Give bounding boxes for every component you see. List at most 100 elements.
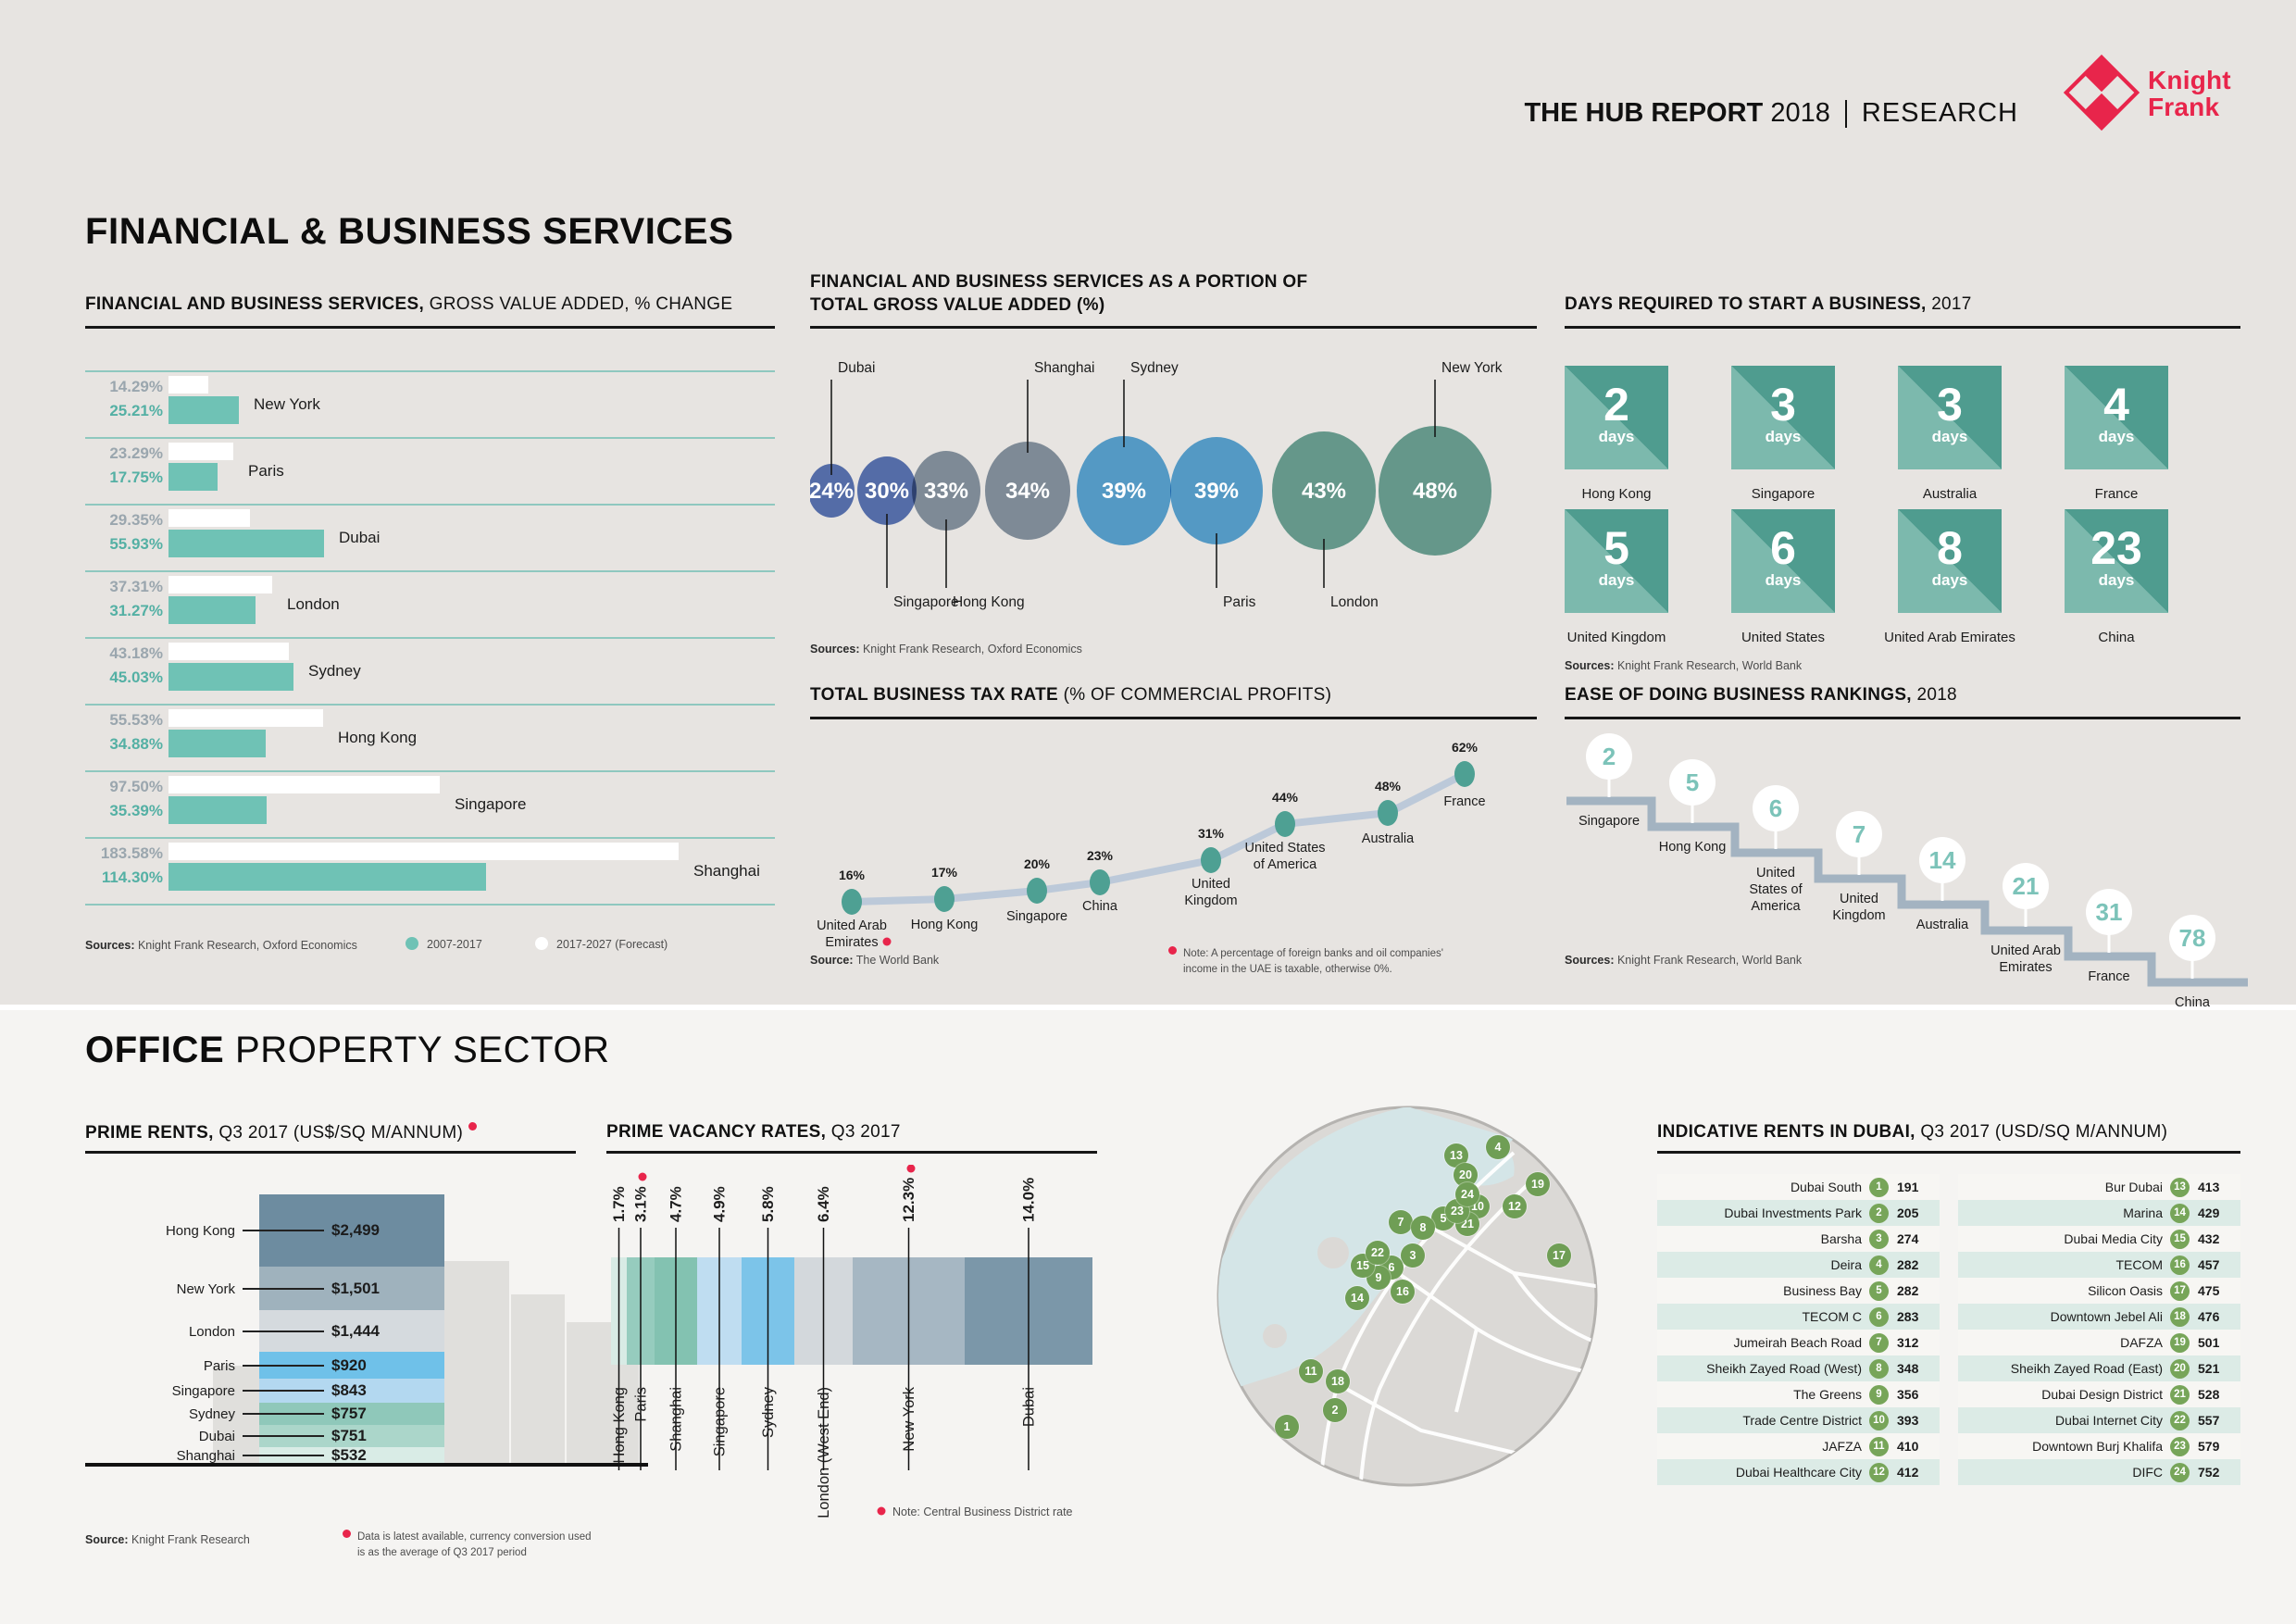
rent-city: Sydney bbox=[188, 1406, 235, 1422]
vacancy-value: 4.9% bbox=[711, 1186, 729, 1222]
map-marker: 7 bbox=[1389, 1210, 1413, 1234]
gva-legend-historic: 2007-2017 bbox=[406, 937, 482, 951]
rent-city: New York bbox=[176, 1281, 235, 1297]
gva-forecast-value: 183.58% bbox=[100, 844, 163, 862]
gva-city-label: Dubai bbox=[339, 529, 381, 546]
rent-value: $751 bbox=[331, 1427, 367, 1444]
header-research-label: RESEARCH bbox=[1861, 98, 2018, 128]
ease-country: America bbox=[1751, 899, 1801, 914]
tax-country: United States bbox=[1244, 841, 1325, 856]
tax-value: 62% bbox=[1452, 740, 1479, 755]
tax-chart-heading: TOTAL BUSINESS TAX RATE (% OF COMMERCIAL… bbox=[810, 685, 1332, 705]
rent-value: $757 bbox=[331, 1405, 367, 1422]
vacancy-city: London (West End) bbox=[816, 1387, 832, 1518]
map-palm-island bbox=[1263, 1324, 1287, 1348]
days-tile: 23 days bbox=[2065, 509, 2168, 613]
ease-step-chart: 2 5 6 7 14 21 31 78 Singapore Hong Kong … bbox=[1566, 733, 2248, 1010]
table-row: Downtown Jebel Ali 18 476 bbox=[1958, 1304, 2240, 1330]
days-tile: 5 days bbox=[1565, 509, 1668, 613]
gva-forecast-bar bbox=[168, 709, 323, 727]
ease-sources: Sources: Knight Frank Research, World Ba… bbox=[1565, 954, 1803, 967]
note-dot-icon bbox=[343, 1530, 351, 1538]
ease-country: United bbox=[1756, 866, 1795, 881]
gva-city-label: Hong Kong bbox=[338, 729, 418, 746]
gva-city-label: Shanghai bbox=[693, 862, 760, 880]
rent-connector bbox=[243, 1455, 324, 1456]
table-row: Jumeirah Beach Road 7 312 bbox=[1657, 1330, 1940, 1355]
rents-heading: PRIME RENTS, Q3 2017 (US$/SQ M/ANNUM) bbox=[85, 1122, 483, 1143]
tax-country: Kingdom bbox=[1184, 893, 1237, 908]
portion-bubble-chart: 24% 30% 33% 34% 39% 39% 43% 48% Dubai Sh… bbox=[810, 360, 1503, 610]
vacancy-city: Hong Kong bbox=[611, 1387, 628, 1464]
bubble-city-label: New York bbox=[1441, 360, 1503, 376]
table-row: Deira 4 282 bbox=[1657, 1252, 1940, 1278]
days-chart-heading: DAYS REQUIRED TO START A BUSINESS, 2017 bbox=[1565, 294, 1972, 314]
ease-country: France bbox=[2088, 969, 2129, 984]
tax-country: of America bbox=[1254, 857, 1317, 872]
rents-baseline bbox=[85, 1463, 648, 1467]
ease-country: Australia bbox=[1916, 918, 1969, 932]
tax-source: Source: The World Bank bbox=[810, 954, 940, 967]
map-marker: 9 bbox=[1366, 1266, 1391, 1290]
days-country-label: Hong Kong bbox=[1581, 486, 1652, 502]
gva-legend-forecast: 2017-2027 (Forecast) bbox=[535, 937, 668, 951]
vacancy-heading: PRIME VACANCY RATES, Q3 2017 bbox=[606, 1122, 901, 1142]
report-title: THE HUB REPORT bbox=[1524, 98, 1764, 128]
bubble-pct: 34% bbox=[1005, 479, 1050, 504]
dubai-rents-table-left: Dubai South 1 191 Dubai Investments Park 2 2… bbox=[1657, 1174, 1940, 1485]
vacancy-city: New York bbox=[901, 1386, 917, 1451]
days-country-label: China bbox=[2098, 630, 2135, 645]
days-country-label: United Arab Emirates bbox=[1884, 630, 2015, 645]
rents-source: Source: Knight Frank Research bbox=[85, 1533, 250, 1546]
note-dot-icon bbox=[1168, 946, 1177, 955]
vacancy-value: 3.1% bbox=[632, 1186, 650, 1222]
map-marker: 12 bbox=[1503, 1194, 1527, 1218]
table-row: Dubai Design District 21 528 bbox=[1958, 1381, 2240, 1407]
tax-value: 20% bbox=[1024, 856, 1051, 871]
ease-rank: 6 bbox=[1769, 794, 1782, 822]
gva-forecast-value: 55.53% bbox=[109, 711, 163, 729]
vacancy-ny-note-dot bbox=[906, 1165, 916, 1173]
section-divider bbox=[0, 1005, 2296, 1010]
gva-forecast-value: 29.35% bbox=[109, 511, 163, 529]
tax-heading-rule bbox=[810, 717, 1537, 719]
rent-segment bbox=[259, 1447, 444, 1463]
knight-frank-logo-icon bbox=[2063, 54, 2140, 131]
rent-value: $920 bbox=[331, 1356, 367, 1374]
ease-chart-heading: EASE OF DOING BUSINESS RANKINGS, 2018 bbox=[1565, 685, 1957, 705]
gva-historic-bar bbox=[168, 530, 324, 557]
ease-rank: 21 bbox=[2013, 872, 2040, 900]
map-marker: 11 bbox=[1299, 1359, 1323, 1383]
gva-historic-value: 55.93% bbox=[109, 535, 163, 553]
rent-value: $532 bbox=[331, 1446, 367, 1464]
ease-country: States of bbox=[1749, 882, 1803, 897]
gva-forecast-bar bbox=[168, 776, 440, 793]
report-year: 2018 bbox=[1770, 98, 1830, 128]
bubble-city-label: Sydney bbox=[1130, 360, 1179, 376]
tax-value: 23% bbox=[1087, 848, 1114, 863]
gva-forecast-bar bbox=[168, 509, 250, 527]
gva-historic-bar bbox=[168, 596, 256, 624]
table-row: Dubai Media City 15 432 bbox=[1958, 1226, 2240, 1252]
rent-city: Shanghai bbox=[176, 1448, 235, 1464]
gva-separator bbox=[85, 504, 775, 506]
gva-forecast-value: 23.29% bbox=[109, 444, 163, 462]
bubble-pct: 43% bbox=[1302, 479, 1346, 504]
map-marker: 8 bbox=[1411, 1216, 1435, 1240]
table-row: DIFC 24 752 bbox=[1958, 1459, 2240, 1485]
table-row: Dubai South 1 191 bbox=[1657, 1174, 1940, 1200]
gva-city-label: Singapore bbox=[455, 795, 527, 813]
dubai-rents-heading: INDICATIVE RENTS IN DUBAI, Q3 2017 (USD/… bbox=[1657, 1122, 2168, 1142]
gva-historic-value: 25.21% bbox=[109, 402, 163, 419]
gva-separator bbox=[85, 704, 775, 706]
gva-historic-value: 45.03% bbox=[109, 668, 163, 686]
ease-rank: 31 bbox=[2096, 898, 2123, 926]
days-tile: 2 days bbox=[1565, 366, 1668, 469]
table-row: Marina 14 429 bbox=[1958, 1200, 2240, 1226]
financial-section-title: FINANCIAL & BUSINESS SERVICES bbox=[85, 211, 734, 252]
map-marker: 1 bbox=[1275, 1415, 1299, 1439]
gva-forecast-value: 43.18% bbox=[109, 644, 163, 662]
gva-forecast-bar bbox=[168, 443, 233, 460]
table-row: TECOM C 6 283 bbox=[1657, 1304, 1940, 1330]
ease-country: United Arab bbox=[1990, 943, 2061, 958]
